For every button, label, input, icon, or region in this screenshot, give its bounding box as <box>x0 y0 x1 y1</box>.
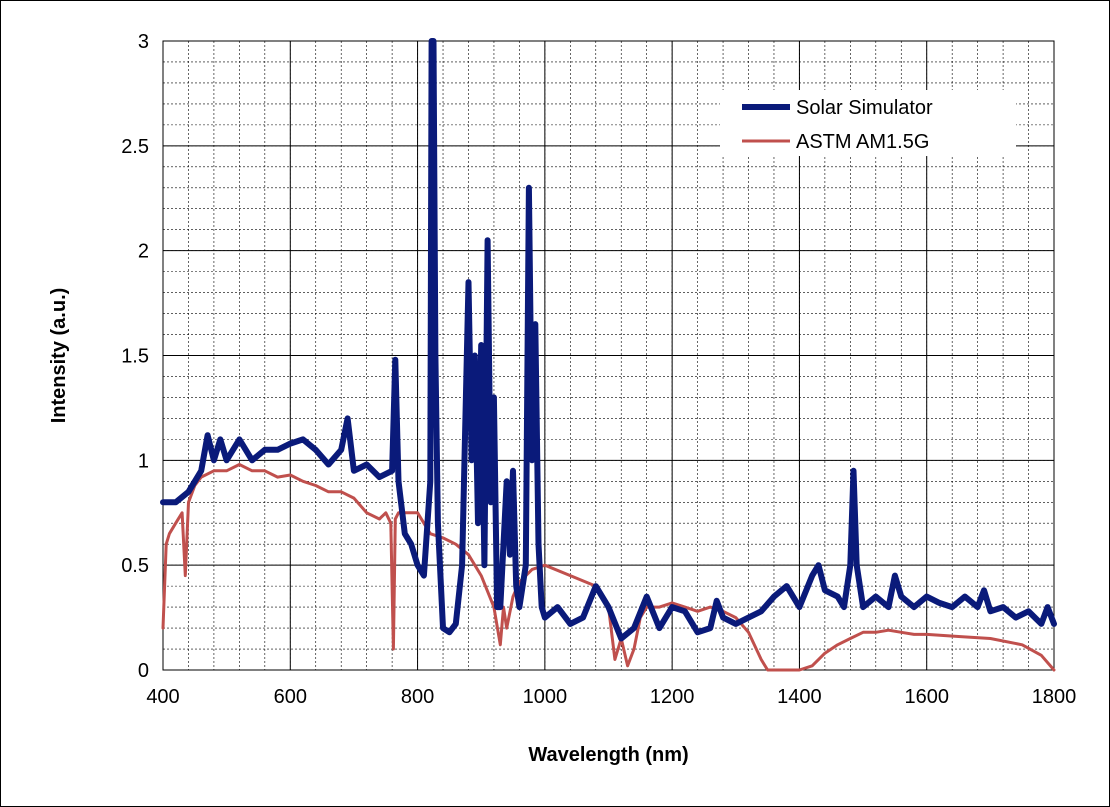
x-tick-label: 400 <box>146 686 179 708</box>
series-layer <box>160 38 1057 672</box>
plot-area-border <box>162 40 1055 671</box>
x-tick-label: 600 <box>274 686 307 708</box>
y-axis-title: Intensity (a.u.) <box>48 288 70 424</box>
x-axis-tick-labels: 400 600 800 1000 1200 1400 1600 1800 <box>146 686 1076 708</box>
series-line-astm-am15g <box>161 463 1056 672</box>
legend-box <box>720 90 1016 156</box>
series-line-solar-simulator <box>160 38 1057 642</box>
y-tick-label: 1.5 <box>121 346 149 368</box>
y-tick-label: 1 <box>138 450 149 472</box>
x-axis-title: Wavelength (nm) <box>528 744 688 766</box>
y-tick-label: 0.5 <box>121 555 149 577</box>
y-tick-label: 3 <box>138 31 149 53</box>
legend-label-astm-am15g: ASTM AM1.5G <box>796 131 929 153</box>
x-tick-label: 1600 <box>904 686 949 708</box>
y-tick-label: 2 <box>138 241 149 263</box>
x-tick-label: 1400 <box>777 686 822 708</box>
x-tick-label: 1800 <box>1032 686 1077 708</box>
legend-label-solar-simulator: Solar Simulator <box>796 97 933 119</box>
x-tick-label: 1000 <box>523 686 568 708</box>
x-tick-label: 800 <box>401 686 434 708</box>
y-tick-label: 0 <box>138 660 149 682</box>
y-tick-label: 2.5 <box>121 136 149 158</box>
legend: Solar Simulator ASTM AM1.5G <box>720 90 1016 156</box>
x-tick-label: 1200 <box>650 686 695 708</box>
y-axis-tick-labels: 0 0.5 1 1.5 2 2.5 3 <box>121 31 149 682</box>
